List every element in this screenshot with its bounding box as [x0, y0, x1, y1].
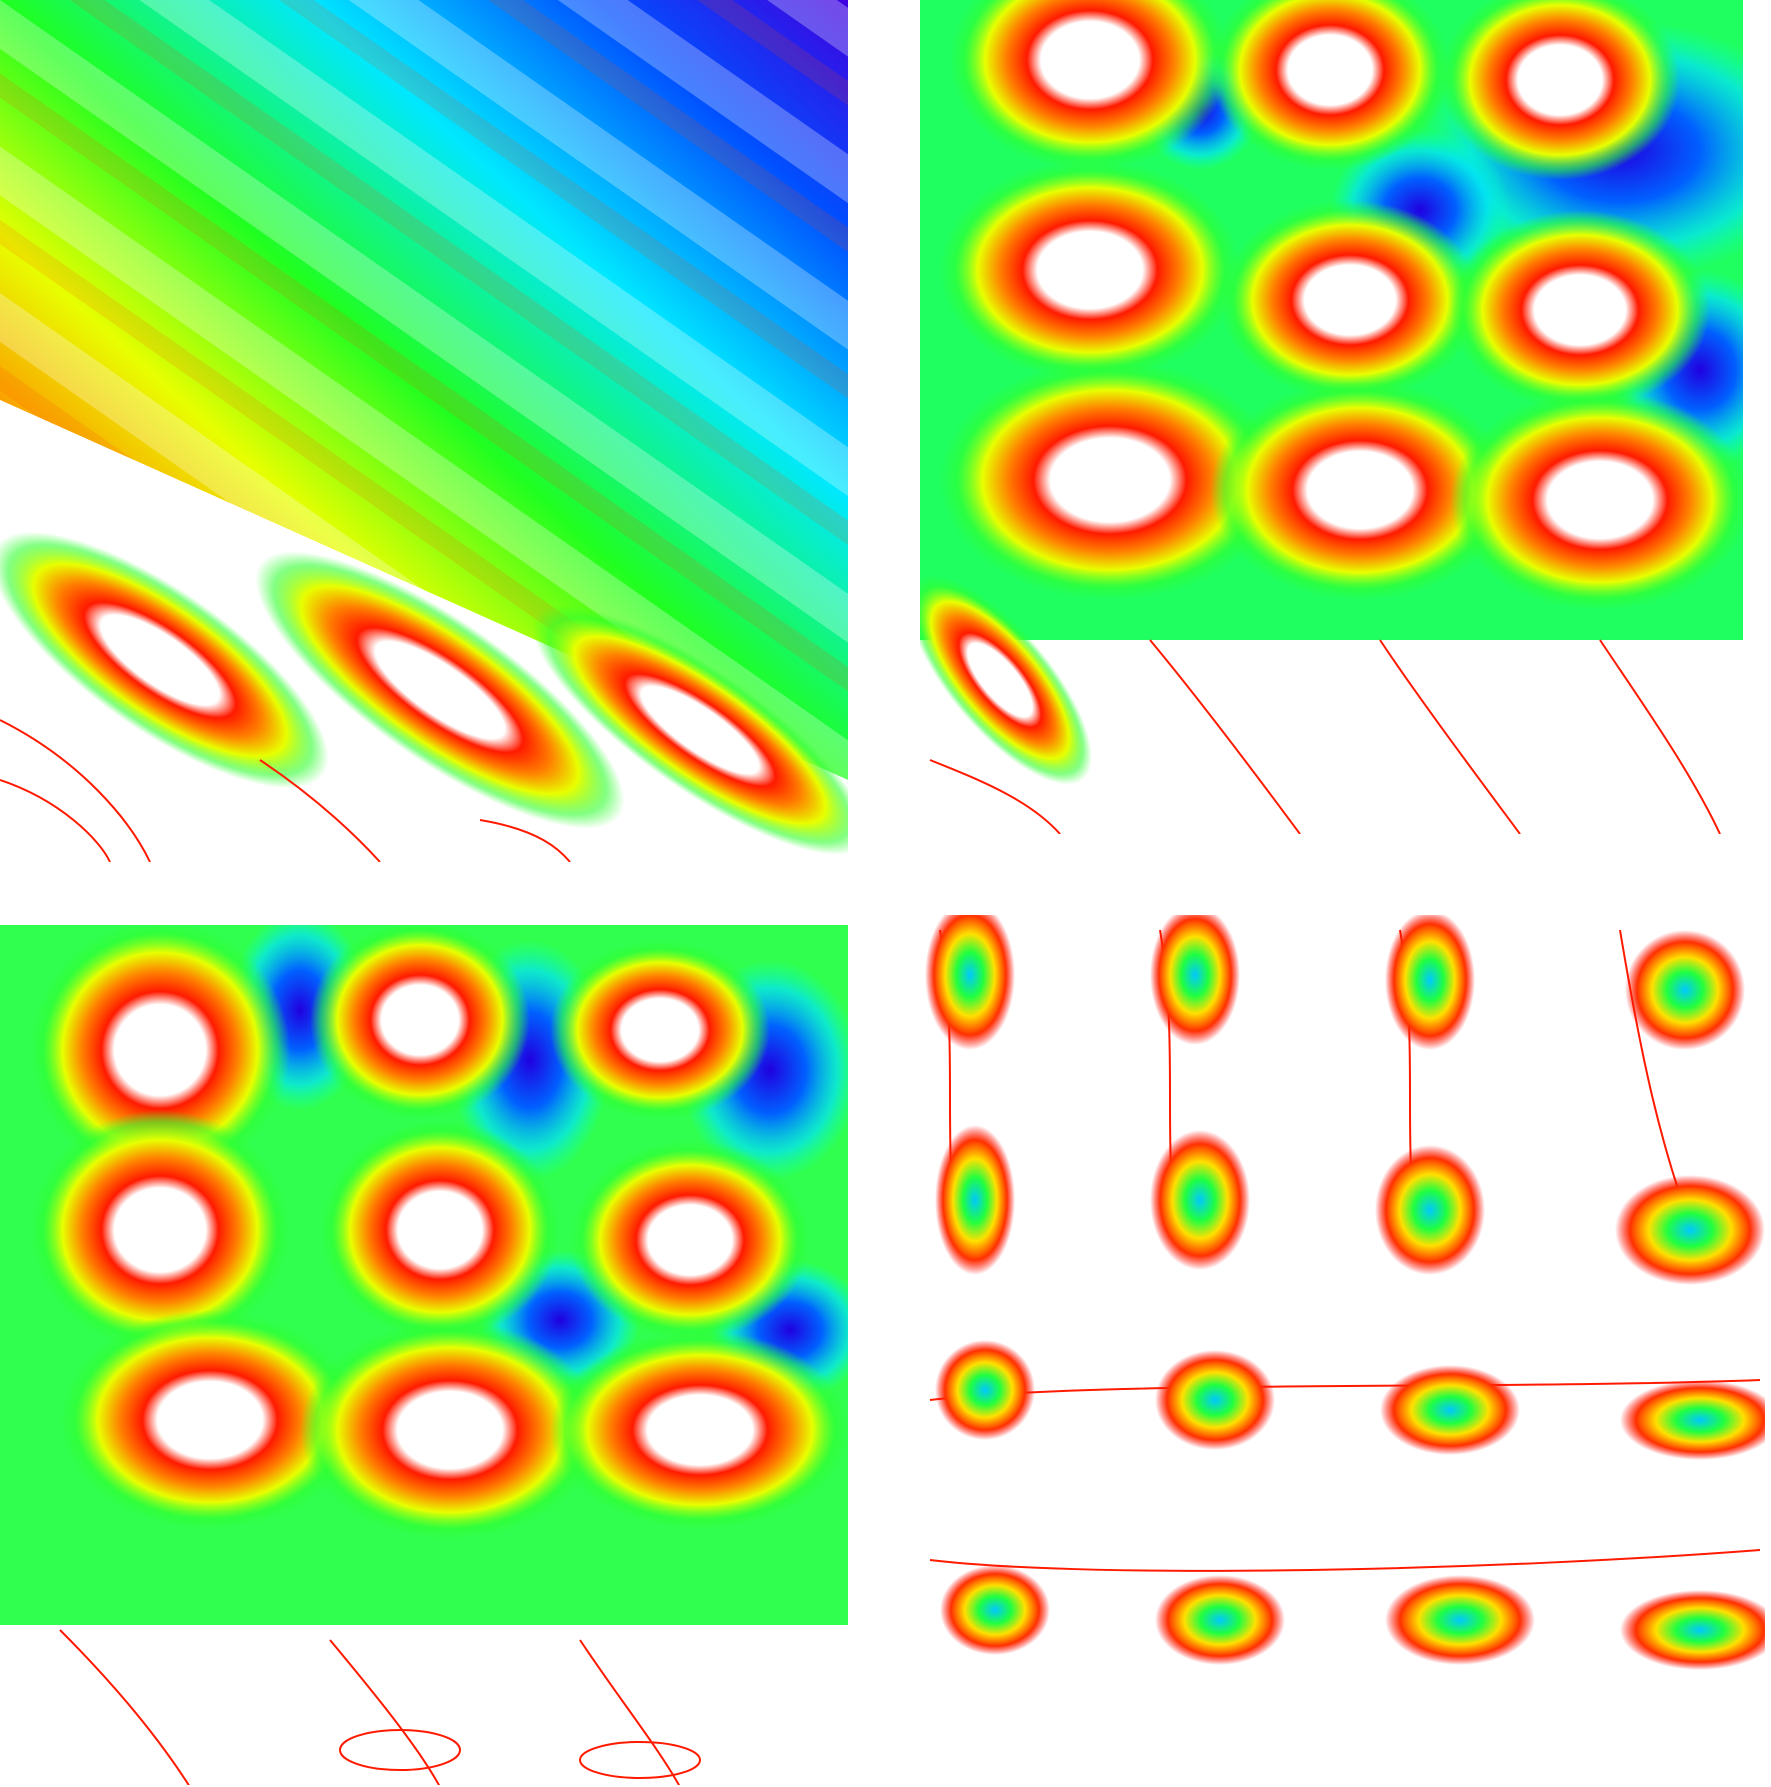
panel-top-left: [0, 0, 848, 862]
panel-bottom-left: [0, 925, 848, 1785]
panel-top-right: [920, 0, 1743, 834]
panel-bottom-right: [905, 915, 1765, 1785]
